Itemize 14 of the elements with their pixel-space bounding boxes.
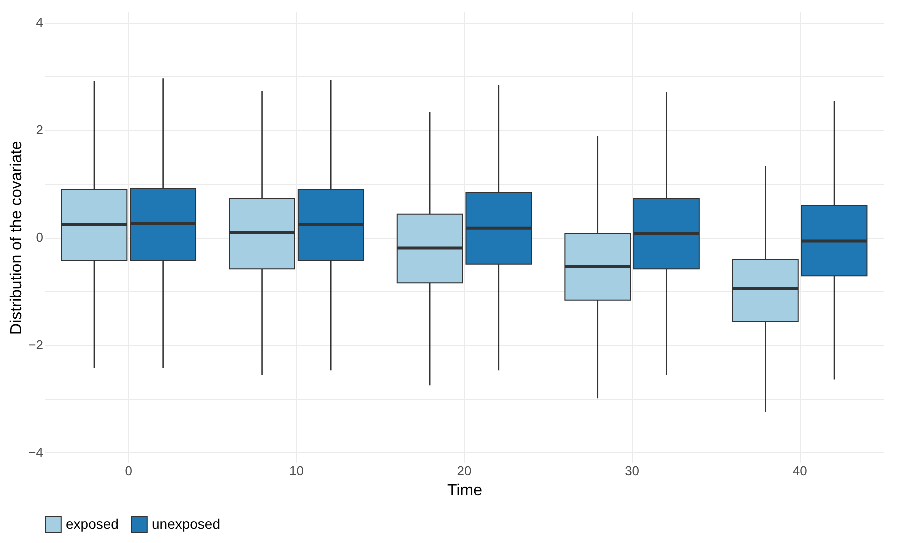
x-tick-label: 30 [625, 464, 640, 478]
y-tick-label: −4 [28, 444, 44, 460]
x-tick-label: 0 [125, 464, 133, 478]
x-tick-label: 20 [457, 464, 472, 478]
x-tick-label: 10 [289, 464, 304, 478]
y-tick-label: 2 [36, 122, 44, 138]
y-axis-title: Distribution of the covariate [8, 140, 26, 335]
legend-label: unexposed [152, 516, 221, 532]
x-axis-title: Time [448, 482, 483, 500]
y-tick-label: 4 [36, 15, 44, 30]
x-tick-label: 40 [792, 464, 808, 478]
legend-label: exposed [66, 516, 119, 532]
y-tick-label: −2 [28, 337, 44, 352]
y-tick-label: 0 [36, 230, 44, 245]
